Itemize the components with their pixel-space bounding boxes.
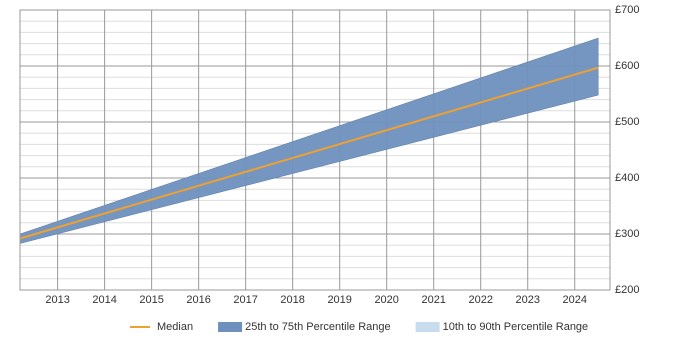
x-tick-label: 2015 <box>139 294 163 306</box>
x-tick-label: 2016 <box>186 294 210 306</box>
plot-border <box>19 9 611 291</box>
y-tick-label: £200 <box>615 284 639 296</box>
y-tick-label: £300 <box>615 228 639 240</box>
x-tick-label: 2019 <box>327 294 351 306</box>
y-tick-label: £600 <box>615 60 639 72</box>
x-tick-label: 2018 <box>280 294 304 306</box>
x-tick-label: 2013 <box>45 294 69 306</box>
x-tick-label: 2021 <box>421 294 445 306</box>
legend-label: 25th to 75th Percentile Range <box>245 321 391 333</box>
legend-swatch <box>415 322 440 332</box>
legend-swatch <box>218 322 243 332</box>
median-line <box>19 66 599 240</box>
y-tick-label: £700 <box>615 4 639 16</box>
x-tick-label: 2024 <box>562 294 586 306</box>
x-tick-label: 2014 <box>92 294 116 306</box>
legend-label: 10th to 90th Percentile Range <box>443 321 589 333</box>
y-tick-label: £500 <box>615 116 639 128</box>
x-tick-label: 2023 <box>515 294 539 306</box>
y-tick-label: £400 <box>615 172 639 184</box>
x-tick-label: 2022 <box>468 294 492 306</box>
legend-label: Median <box>157 321 193 333</box>
x-tick-label: 2020 <box>374 294 398 306</box>
x-tick-label: 2017 <box>233 294 257 306</box>
